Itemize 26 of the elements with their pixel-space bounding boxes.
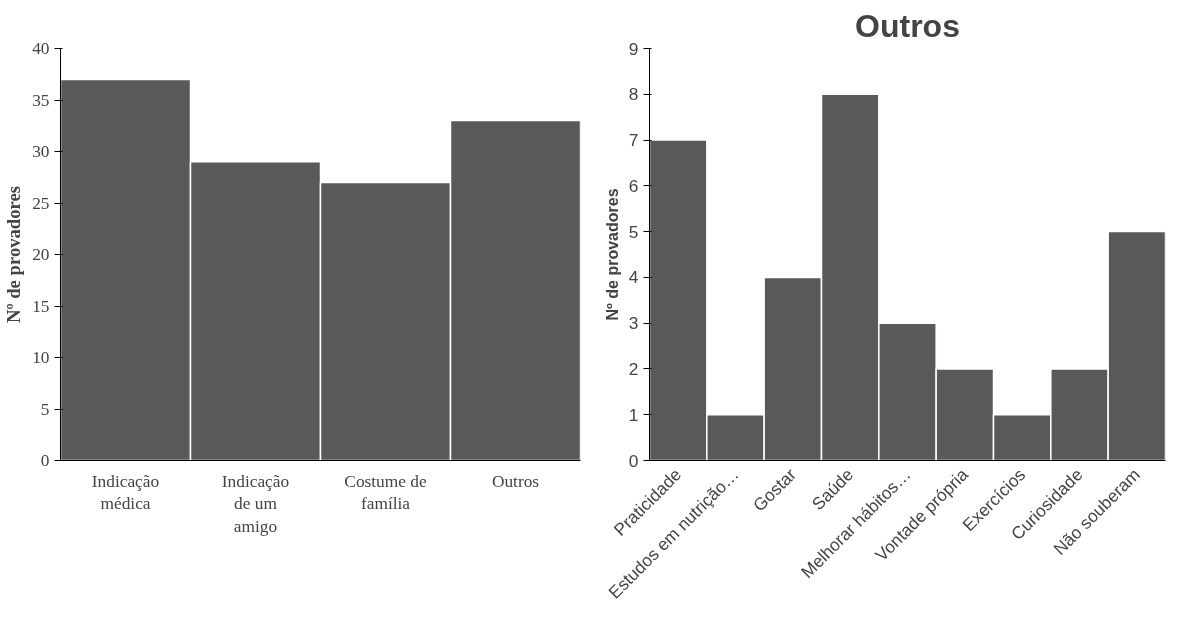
x-tick-label: Indicação de um amigo [221,471,290,537]
y-tick-label: 8 [628,84,639,105]
x-tick-label: Costume de família [344,471,427,514]
y-tick-label: 0 [40,451,50,470]
y-tick-label: 3 [628,313,639,334]
y-tick-label: 25 [32,193,50,213]
y-tick-label: 40 [32,39,50,58]
y-axis-title: Nº de provadores [3,185,25,324]
y-tick-label: 4 [628,267,639,288]
y-tick-label: 15 [32,296,50,316]
y-tick-label: 20 [32,245,50,264]
y-tick-label: 6 [628,175,639,196]
y-tick-label: 9 [628,38,639,59]
y-tick-label: 1 [628,404,639,425]
y-tick-label: 2 [628,358,639,379]
y-tick-label: 10 [32,348,50,367]
y-tick-label: 5 [628,221,639,242]
y-tick-label: 7 [628,130,639,151]
y-tick-label: 5 [40,399,50,419]
y-tick-label: 35 [32,90,50,110]
y-axis-title: Nº de provadores [603,188,621,321]
chart-title: Outros [855,7,960,44]
x-tick-label: Indicação médica [91,471,160,514]
y-tick-label: 30 [32,142,50,161]
y-tick-label: 0 [628,450,639,471]
x-tick-label: Outros [491,471,540,491]
